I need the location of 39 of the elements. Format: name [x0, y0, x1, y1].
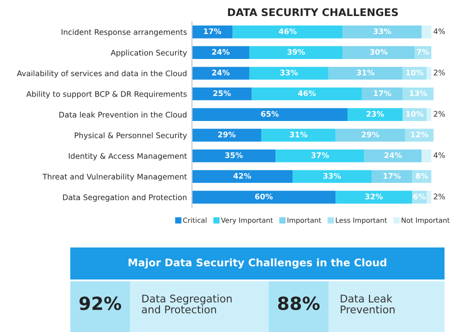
bar — [336, 190, 412, 204]
bar — [292, 170, 372, 183]
bar — [414, 46, 432, 59]
text: Data Leak Prevention — [340, 294, 395, 314]
bar — [422, 149, 432, 162]
bar — [371, 170, 412, 183]
bar — [426, 66, 432, 80]
bar — [402, 87, 434, 100]
bar — [252, 87, 362, 100]
bar — [276, 149, 364, 162]
bar — [342, 26, 422, 38]
bar — [426, 190, 432, 204]
bar — [192, 26, 233, 38]
text: Major Data Security Challenges in the Cloud — [128, 258, 386, 269]
bar — [342, 46, 415, 59]
text: 88% — [278, 296, 320, 310]
bar — [328, 66, 403, 80]
bar — [192, 108, 348, 121]
bar — [192, 170, 292, 183]
bar — [249, 46, 343, 59]
bar — [348, 108, 403, 121]
bar — [192, 66, 250, 80]
bar — [192, 46, 250, 59]
bar — [261, 128, 336, 142]
bar — [422, 26, 432, 38]
bar — [364, 149, 422, 162]
bar — [192, 128, 262, 142]
bar — [426, 108, 432, 121]
bar — [192, 87, 252, 100]
bar — [232, 26, 343, 38]
text: Data Segregation and Protection — [142, 294, 232, 314]
bar — [336, 128, 405, 142]
text: 92% — [79, 296, 122, 310]
bar — [249, 66, 328, 80]
bar — [192, 149, 276, 162]
bar — [412, 170, 432, 183]
chart-title: DATA SECURITY CHALLENGES — [228, 8, 398, 16]
bar — [362, 87, 403, 100]
bar — [192, 190, 336, 204]
